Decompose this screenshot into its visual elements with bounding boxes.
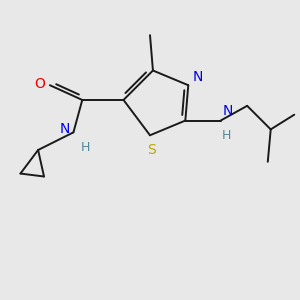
Text: H: H <box>81 141 90 154</box>
Text: N: N <box>193 70 203 84</box>
Text: N: N <box>222 103 232 118</box>
Text: N: N <box>60 122 70 136</box>
Text: H: H <box>222 129 232 142</box>
Text: O: O <box>34 77 46 91</box>
Text: S: S <box>147 142 156 157</box>
